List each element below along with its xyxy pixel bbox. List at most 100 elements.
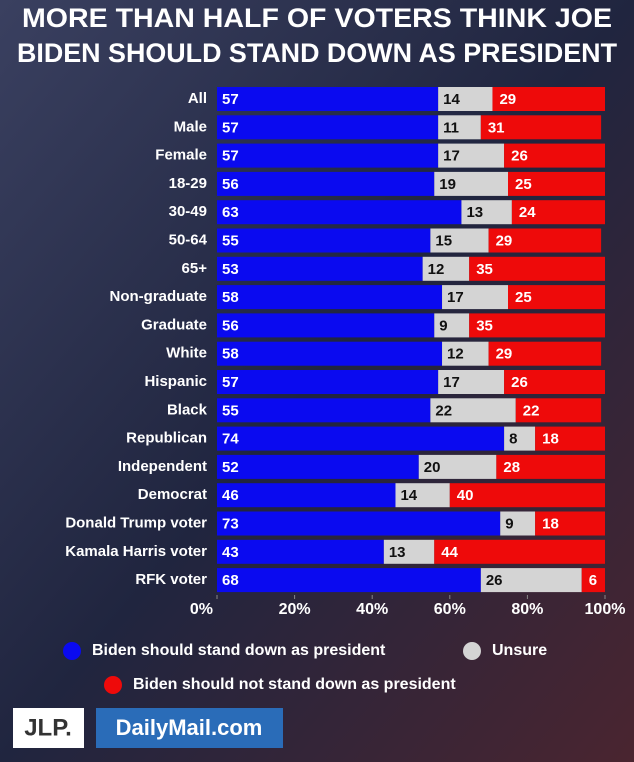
data-label: 26: [511, 148, 528, 165]
bar-segment: [438, 115, 481, 140]
y-tick-label: Graduate: [141, 316, 207, 333]
data-label: 14: [443, 91, 460, 108]
data-label: 9: [505, 515, 513, 532]
data-label: 63: [222, 204, 239, 221]
y-tick-label: Donald Trump voter: [65, 514, 207, 531]
bar-segment: [535, 426, 605, 451]
data-label: 57: [222, 374, 239, 391]
bar-segment: [442, 341, 489, 366]
y-tick-label: Black: [167, 401, 208, 418]
data-label: 17: [443, 374, 460, 391]
x-tick-label: 0%: [190, 601, 213, 618]
bar-segment: [217, 256, 423, 281]
data-label: 46: [222, 487, 239, 504]
y-tick-label: Democrat: [138, 486, 207, 503]
y-tick-label: All: [188, 90, 207, 107]
bar-segment: [217, 426, 505, 451]
data-label: 58: [222, 346, 239, 363]
data-label: 74: [222, 431, 239, 448]
bar-segment: [430, 228, 489, 253]
data-label: 57: [222, 119, 239, 136]
data-label: 43: [222, 544, 239, 561]
logo: JLP.: [24, 714, 72, 741]
data-label: 13: [466, 204, 483, 221]
bar-segment: [418, 454, 497, 479]
bar-segment: [217, 370, 439, 394]
x-tick-label: 40%: [356, 601, 388, 618]
y-tick-label: 18-29: [169, 175, 207, 192]
data-label: 35: [476, 317, 493, 334]
data-label: 18: [542, 515, 559, 532]
bar-segment: [434, 171, 508, 196]
logo: DailyMail.com: [116, 715, 263, 740]
bar-segment: [488, 228, 602, 253]
bar-segment: [504, 426, 536, 451]
legend-label: Biden should stand down as president: [92, 642, 386, 659]
data-label: 17: [447, 289, 464, 306]
legend-swatch: [63, 642, 81, 660]
data-label: 26: [511, 374, 528, 391]
x-tick-label: 100%: [585, 601, 626, 618]
data-label: 57: [222, 91, 239, 108]
bar-segment: [217, 483, 396, 508]
bar-segment: [504, 143, 605, 168]
data-label: 15: [435, 232, 452, 249]
bar-segment: [217, 511, 501, 536]
data-label: 31: [488, 119, 505, 136]
logo-box: [96, 708, 283, 748]
data-label: 8: [509, 431, 517, 448]
data-label: 56: [222, 317, 239, 334]
data-label: 24: [519, 204, 536, 221]
x-tick-label: 60%: [434, 601, 466, 618]
bar-segment: [395, 483, 450, 508]
data-label: 28: [503, 459, 520, 476]
data-label: 52: [222, 459, 239, 476]
y-tick-label: Male: [174, 118, 207, 135]
data-label: 26: [486, 572, 503, 589]
bar-segment: [217, 285, 443, 310]
data-label: 9: [439, 317, 447, 334]
data-label: 56: [222, 176, 239, 193]
bar-segment: [469, 256, 605, 281]
chart-title: MORE THAN HALF OF VOTERS THINK JOE: [22, 3, 612, 33]
data-label: 58: [222, 289, 239, 306]
bar-segment: [480, 568, 582, 593]
bar-segment: [511, 200, 605, 225]
data-label: 29: [496, 346, 513, 363]
data-label: 53: [222, 261, 239, 278]
data-label: 68: [222, 572, 239, 589]
x-tick-label: 80%: [511, 601, 543, 618]
data-label: 25: [515, 176, 532, 193]
y-tick-label: Non-graduate: [110, 288, 208, 305]
legend-swatch: [104, 676, 122, 694]
bar-segment: [480, 115, 602, 140]
y-tick-label: 65+: [182, 260, 208, 277]
bar-segment: [217, 539, 384, 564]
bar-segment: [438, 143, 505, 168]
data-label: 73: [222, 515, 239, 532]
bar-segment: [217, 228, 431, 253]
bar-segment: [422, 256, 470, 281]
data-label: 17: [443, 148, 460, 165]
data-label: 29: [496, 232, 513, 249]
bar-segment: [535, 511, 605, 536]
bar-segment: [217, 200, 462, 225]
legend-label: Unsure: [492, 642, 547, 659]
data-label: 18: [542, 431, 559, 448]
data-label: 35: [476, 261, 493, 278]
bar-segment: [492, 87, 605, 111]
y-tick-label: 30-49: [169, 203, 207, 220]
bar-segment: [449, 483, 605, 508]
bar-segment: [515, 398, 602, 423]
logo-box: [13, 708, 84, 748]
data-label: 6: [589, 572, 597, 589]
bar-segment: [217, 115, 439, 140]
bar-segment: [217, 454, 419, 479]
y-tick-label: RFK voter: [135, 571, 207, 588]
bar-segment: [438, 87, 493, 111]
data-label: 12: [428, 261, 445, 278]
y-tick-label: Female: [155, 147, 207, 164]
bar-segment: [438, 370, 505, 394]
y-tick-label: 50-64: [169, 231, 208, 248]
data-label: 55: [222, 232, 239, 249]
